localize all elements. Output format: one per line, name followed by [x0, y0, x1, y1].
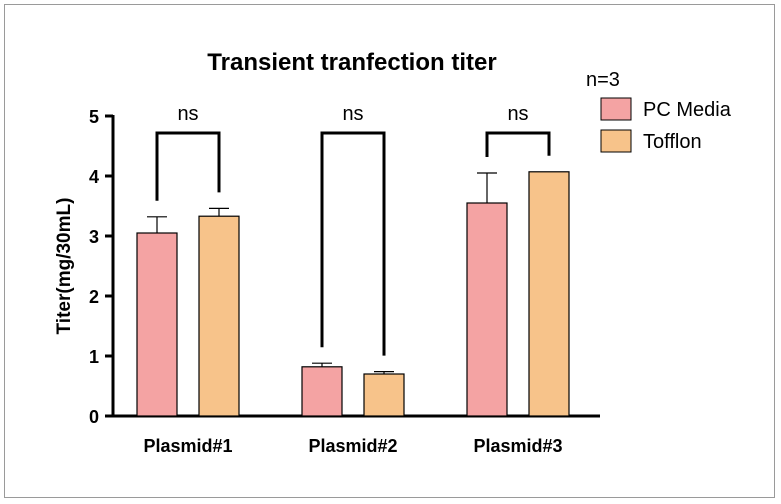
chart-title: Transient tranfection titer: [207, 49, 496, 76]
y-axis-label: Titer(mg/30mL): [54, 198, 75, 335]
y-tick-label: 0: [89, 407, 99, 427]
significance-brackets: ns ns ns: [155, 103, 551, 356]
axes: 0 1 2 3 4 5: [89, 107, 600, 427]
bar-pc-media-2: [301, 366, 343, 417]
legend-title: n=3: [586, 69, 620, 91]
y-tick-label: 2: [89, 287, 99, 307]
y-tick-label: 4: [89, 167, 99, 187]
y-tick-label: 3: [89, 227, 99, 247]
legend-label: Tofflon: [643, 131, 702, 153]
y-tick-label: 1: [89, 347, 99, 367]
x-tick-labels: Plasmid#1 Plasmid#2 Plasmid#3: [143, 436, 562, 456]
bars: [136, 171, 570, 417]
significance-label: ns: [177, 103, 198, 125]
bar-tofflon-1: [198, 215, 240, 417]
bar-pc-media-1: [136, 232, 178, 417]
significance-bracket: [485, 131, 551, 157]
y-tick-label: 5: [89, 107, 99, 127]
legend: n=3 PC Media Tofflon: [586, 69, 732, 153]
significance-label: ns: [342, 103, 363, 125]
bar-tofflon-2: [363, 373, 405, 417]
x-tick-label: Plasmid#3: [473, 436, 562, 456]
significance-label: ns: [507, 103, 528, 125]
significance-bracket: [155, 131, 221, 201]
x-tick-label: Plasmid#1: [143, 436, 232, 456]
legend-swatch-tofflon: [600, 129, 632, 153]
legend-swatch-pc-media: [600, 97, 632, 121]
bar-pc-media-3: [466, 202, 508, 417]
significance-bracket: [320, 131, 386, 356]
legend-label: PC Media: [643, 99, 732, 121]
bar-tofflon-3: [528, 171, 570, 417]
x-tick-label: Plasmid#2: [308, 436, 397, 456]
